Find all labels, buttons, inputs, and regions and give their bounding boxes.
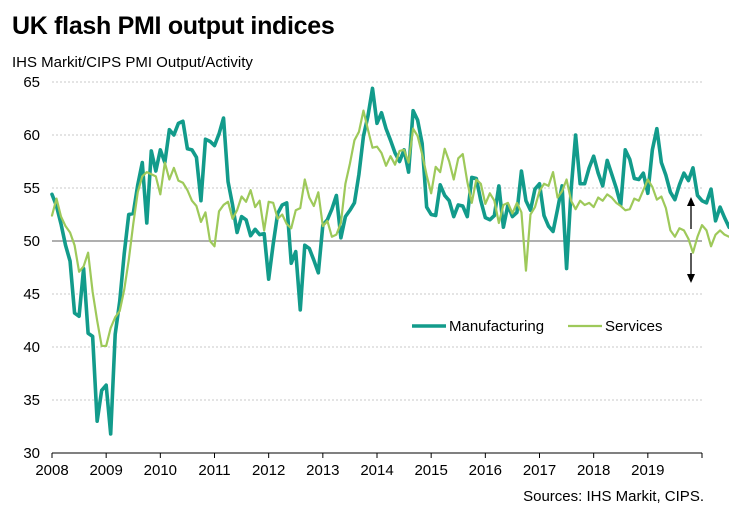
x-tick-label: 2013 (306, 462, 339, 479)
source-note: Sources: IHS Markit, CIPS. (523, 488, 704, 505)
x-tick-label: 2016 (469, 462, 502, 479)
legend-label: Services (605, 318, 663, 335)
x-tick-label: 2017 (523, 462, 556, 479)
y-tick-label: 55 (23, 180, 40, 197)
chart-title: UK flash PMI output indices (12, 12, 335, 40)
x-tick-label: 2014 (360, 462, 393, 479)
legend-label: Manufacturing (449, 318, 544, 335)
y-tick-label: 60 (23, 127, 40, 144)
legend: Manufacturing Services (412, 318, 663, 335)
axes: 30 35 40 45 50 55 60 65 2008 2009 2010 2011 2012 2013… (23, 74, 703, 479)
y-tick-label: 40 (23, 339, 40, 356)
y-tick-label: 45 (23, 286, 40, 303)
up-arrow-icon (687, 197, 695, 206)
services-series-line (50, 109, 729, 348)
x-tick-label: 2018 (577, 462, 610, 479)
chart-subtitle: IHS Markit/CIPS PMI Output/Activity (12, 54, 253, 71)
x-tick-label: 2012 (252, 462, 285, 479)
x-tick-label: 2019 (631, 462, 664, 479)
y-tick-label: 50 (23, 233, 40, 250)
down-arrow-icon (687, 274, 695, 283)
y-tick-label: 35 (23, 392, 40, 409)
y-tick-label: 30 (23, 445, 40, 462)
x-tick-label: 2010 (144, 462, 177, 479)
x-tick-label: 2009 (89, 462, 122, 479)
series-lines (50, 86, 729, 436)
x-tick-label: 2011 (198, 462, 230, 479)
y-tick-label: 65 (23, 74, 40, 91)
grid-lines (52, 81, 702, 401)
x-tick-label: 2008 (35, 462, 68, 479)
direction-arrows (687, 197, 695, 283)
x-tick-label: 2015 (414, 462, 447, 479)
manufacturing-series-line (50, 86, 729, 436)
